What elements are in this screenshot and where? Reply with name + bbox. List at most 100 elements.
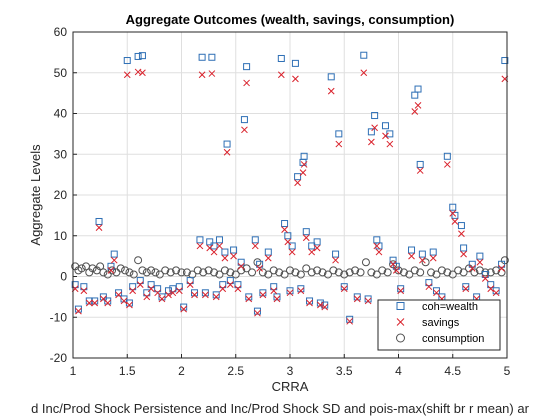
wealth-point	[332, 250, 340, 258]
x-axis-label: CRRA	[272, 379, 309, 394]
wealth-point	[416, 160, 424, 168]
wealth-point	[277, 54, 285, 62]
savings-point	[165, 291, 172, 299]
wealth-point	[240, 116, 248, 124]
wealth-point	[367, 128, 375, 136]
savings-point	[321, 303, 329, 311]
chart-title: Aggregate Outcomes (wealth, savings, con…	[126, 12, 455, 27]
wealth-point	[180, 303, 188, 311]
consumption-point	[134, 256, 143, 265]
savings-point	[107, 267, 115, 274]
savings-point	[186, 281, 194, 289]
wealth-point	[273, 293, 281, 301]
savings-point	[498, 264, 505, 272]
savings-point	[346, 317, 354, 325]
wealth-point	[335, 130, 343, 138]
wealth-point	[443, 152, 451, 160]
consumption-point	[147, 266, 156, 275]
savings-point	[286, 289, 294, 297]
savings-point	[449, 209, 457, 217]
legend-label-wealth: coh=wealth	[422, 301, 478, 313]
wealth-point	[129, 283, 137, 291]
wealth-point	[449, 203, 457, 211]
legend-marker-consumption	[396, 333, 405, 343]
consumption-point	[142, 268, 151, 277]
consumption-point	[210, 268, 219, 277]
wealth-point	[353, 293, 361, 301]
wealth-point	[375, 242, 383, 250]
wealth-point	[215, 236, 223, 244]
savings-point	[277, 71, 285, 79]
y-tick-label: 0	[60, 270, 67, 284]
wealth-point	[418, 250, 426, 258]
savings-point	[180, 305, 188, 313]
savings-point	[492, 289, 500, 297]
savings-point	[237, 262, 245, 270]
legend-marker-wealth	[396, 302, 405, 310]
consumption-point	[318, 268, 327, 277]
savings-point	[487, 285, 495, 293]
savings-point	[110, 256, 118, 264]
consumption-point	[125, 268, 134, 277]
savings-point	[154, 289, 161, 297]
wealth-point	[138, 52, 146, 60]
savings-point	[368, 138, 375, 146]
wealth-point	[306, 297, 314, 305]
wealth-point	[234, 281, 242, 289]
savings-point	[254, 309, 261, 317]
axis-ticks: 1 1.5 2 2.5 3 3.5 4 4.5 5 -20 -10 0 10 20 30 40 50 60	[50, 25, 511, 378]
consumption-point	[427, 268, 436, 277]
wealth-point	[462, 283, 470, 291]
savings-point	[389, 260, 397, 268]
consumption-point	[432, 270, 441, 279]
savings-point	[460, 250, 467, 258]
wealth-point	[256, 260, 264, 268]
consumption-point	[103, 270, 112, 279]
wealth-point	[432, 287, 440, 295]
savings-point	[91, 299, 99, 307]
savings-point	[129, 287, 137, 295]
consumption-point	[193, 266, 202, 275]
savings-point	[476, 258, 484, 266]
savings-point	[216, 242, 223, 250]
wealth-point	[316, 299, 324, 307]
y-tick-label: 20	[54, 188, 68, 202]
savings-point	[234, 285, 242, 293]
savings-point	[313, 244, 321, 252]
wealth-point	[212, 291, 220, 299]
savings-point	[85, 299, 93, 307]
savings-point	[202, 291, 209, 299]
wealth-point	[264, 248, 272, 256]
consumption-point	[302, 264, 311, 273]
consumption-point	[340, 270, 349, 279]
wealth-point	[476, 252, 484, 260]
savings-point	[408, 252, 415, 260]
savings-point	[360, 69, 368, 77]
savings-point	[397, 287, 405, 295]
savings-point	[386, 140, 394, 148]
wealth-point	[346, 315, 354, 323]
savings-point	[75, 307, 82, 315]
savings-point	[288, 248, 296, 256]
savings-point	[462, 285, 470, 293]
savings-point	[191, 291, 198, 299]
consumption-point	[405, 270, 414, 279]
consumption-point	[486, 268, 495, 277]
x-tick-label: 1.5	[119, 364, 136, 378]
legend-marker-savings	[396, 318, 405, 326]
wealth-point	[134, 52, 142, 60]
wealth-point	[259, 289, 267, 297]
consumption-point	[248, 268, 257, 277]
wealth-point	[392, 262, 400, 270]
x-tick-label: 3	[287, 364, 294, 378]
savings-point	[221, 254, 229, 262]
savings-point	[212, 293, 220, 301]
consumption-point	[356, 268, 365, 277]
consumption-point	[313, 266, 322, 275]
consumption-point	[88, 264, 97, 273]
consumption-point	[399, 268, 408, 277]
consumption-point	[231, 270, 240, 279]
legend-label-savings: savings	[422, 317, 460, 329]
wealth-point	[327, 73, 335, 81]
savings-point	[196, 242, 204, 250]
